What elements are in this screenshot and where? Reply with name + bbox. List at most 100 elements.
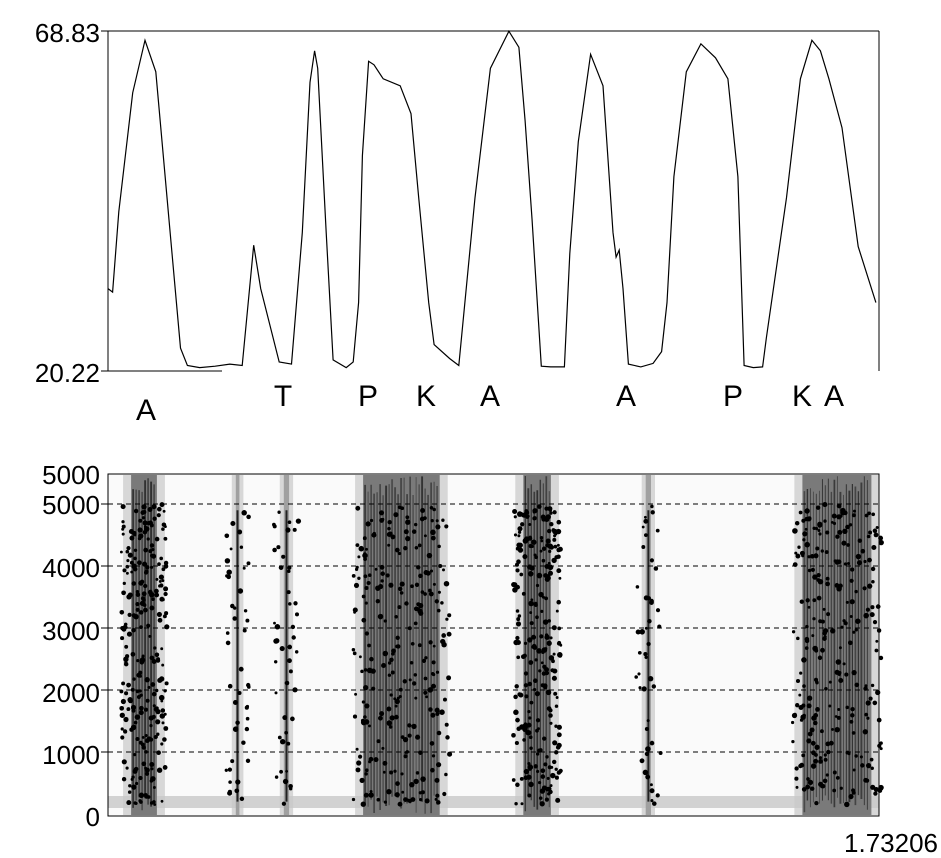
formant-point (445, 735, 450, 740)
formant-point (795, 703, 800, 708)
formant-point (432, 582, 436, 586)
formant-point (514, 740, 519, 746)
formant-point (825, 576, 830, 581)
formant-point (798, 693, 802, 697)
formant-point (545, 538, 551, 544)
formant-point (536, 648, 542, 654)
formant-point (395, 781, 400, 786)
formant-point (131, 581, 137, 586)
formant-point (230, 603, 235, 609)
formant-point (389, 770, 394, 775)
formant-point (804, 527, 808, 531)
formant-point (408, 678, 412, 682)
formant-point (224, 558, 231, 564)
formant-point (793, 712, 797, 717)
formant-point (873, 532, 879, 538)
formant-point (164, 611, 169, 616)
formant-point (539, 788, 546, 794)
formant-point (387, 673, 392, 677)
pitch-plot-frame (108, 31, 879, 371)
formant-point (430, 767, 435, 773)
formant-point (535, 583, 540, 588)
formant-point (358, 754, 363, 759)
formant-point (849, 578, 854, 583)
formant-point (285, 769, 289, 773)
formant-point (152, 800, 156, 804)
formant-point (156, 513, 161, 518)
formant-point (801, 753, 806, 758)
formant-point (423, 676, 428, 681)
formant-point (360, 801, 366, 807)
formant-point (867, 557, 872, 563)
formant-point (804, 541, 810, 548)
formant-point (539, 634, 544, 639)
formant-point (841, 540, 847, 546)
formant-point (366, 667, 373, 674)
formant-point (418, 573, 423, 579)
formant-point (154, 735, 158, 739)
formant-point (394, 704, 398, 708)
formant-point (121, 527, 125, 531)
formant-point (355, 505, 361, 511)
formant-point (516, 655, 521, 660)
formant-point (410, 797, 416, 802)
formant-point (854, 589, 858, 594)
formant-point (126, 707, 131, 712)
formant-point (227, 790, 233, 796)
formant-point (551, 625, 557, 631)
formant-point (822, 636, 827, 641)
formant-point (436, 800, 441, 805)
formant-point (536, 572, 543, 579)
formant-point (534, 691, 540, 697)
formant-point (292, 687, 298, 693)
formant-point (417, 643, 422, 648)
formant-point (432, 507, 436, 512)
formant-point (542, 619, 549, 625)
formant-point (824, 550, 829, 555)
formant-point (875, 689, 881, 696)
formant-point (147, 589, 153, 595)
formant-point (382, 760, 388, 766)
formant-point (131, 613, 137, 618)
formant-point (155, 719, 161, 725)
formant-point (161, 579, 165, 583)
formant-point (130, 570, 134, 574)
formant-point (871, 512, 876, 517)
formant-point (232, 726, 239, 732)
formant-point (538, 796, 543, 800)
formant-point (289, 787, 293, 791)
formant-point (811, 750, 816, 756)
formant-point (635, 585, 640, 589)
formant-point (159, 502, 165, 508)
formant-point (365, 547, 368, 551)
formant-point (131, 530, 137, 536)
formant-point (872, 620, 878, 625)
formant-point (864, 684, 868, 688)
formant-point (364, 631, 370, 636)
formant-point (400, 772, 404, 776)
formant-point (820, 647, 825, 653)
formant-point (126, 682, 131, 688)
formant-point (544, 797, 549, 802)
formant-point (795, 678, 801, 684)
formant-point (390, 670, 395, 675)
formant-point (791, 630, 796, 634)
formant-point (274, 775, 279, 779)
formant-point (277, 735, 282, 740)
formant-point (435, 519, 439, 523)
formant-point (515, 717, 520, 723)
formant-point (119, 705, 125, 711)
formant-point (443, 580, 450, 587)
formant-point (363, 792, 369, 798)
formant-point (134, 801, 138, 805)
formant-point (554, 767, 558, 771)
formant-point (843, 621, 848, 626)
formant-point (365, 521, 371, 527)
formant-point (650, 504, 654, 509)
formant-point (558, 576, 562, 580)
formant-point (838, 583, 843, 589)
formant-point (133, 752, 137, 757)
formant-point (136, 659, 140, 663)
formant-point (529, 746, 533, 750)
formant-point (834, 583, 840, 588)
